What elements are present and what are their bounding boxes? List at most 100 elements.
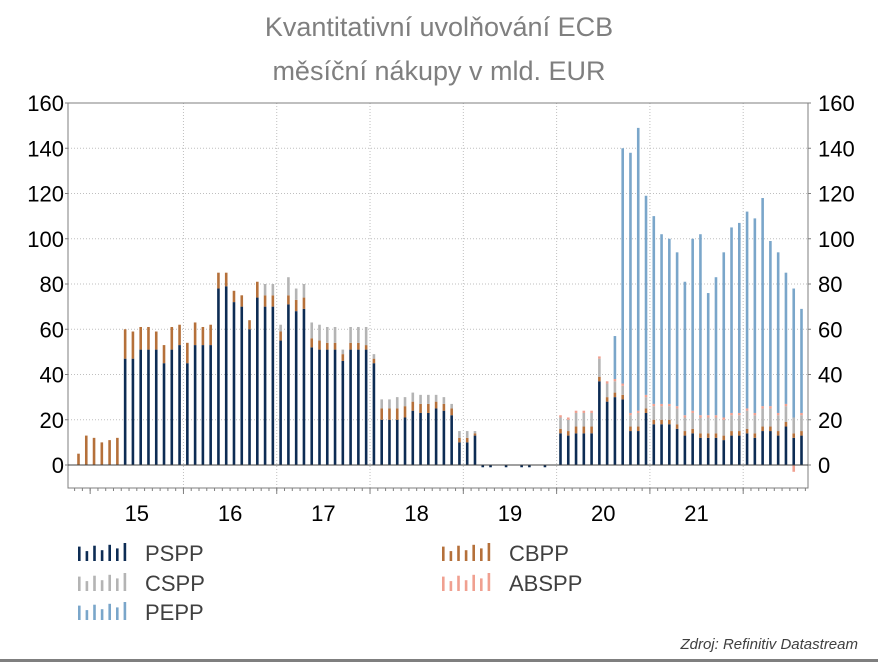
bar-pspp <box>131 358 135 465</box>
bar-cbpp <box>139 326 142 350</box>
bar-pspp <box>139 349 142 465</box>
bar-cbpp <box>256 281 259 298</box>
bar-cbpp <box>77 453 80 465</box>
bar-cbpp <box>683 431 687 436</box>
bar-pepp <box>722 252 726 418</box>
bar-cspp <box>559 417 562 429</box>
y-tick-label-right: 60 <box>818 317 842 342</box>
bar-pspp <box>263 306 267 465</box>
bar-cspp <box>699 417 702 434</box>
bar-abspp <box>730 412 733 416</box>
bar-pspp <box>528 465 531 468</box>
bar-pspp <box>325 349 329 465</box>
bar-cbpp <box>590 426 593 434</box>
bar-abspp <box>769 406 772 409</box>
bar-abspp <box>745 408 749 411</box>
bar-cspp <box>271 284 275 296</box>
bar-pspp <box>411 410 415 465</box>
legend-swatch-bar <box>108 544 111 561</box>
bar-pspp <box>473 435 477 465</box>
bar-cbpp <box>434 401 438 409</box>
chart-title: Kvantitativní uvolňování ECB <box>265 12 613 42</box>
bar-cspp <box>605 383 609 398</box>
bar-pspp <box>738 435 741 465</box>
bar-pspp <box>489 465 492 468</box>
bar-pspp <box>240 306 244 465</box>
bar-cbpp <box>427 403 430 413</box>
bar-abspp <box>629 412 632 416</box>
bar-pspp <box>450 415 453 465</box>
bar-cbpp <box>364 345 368 350</box>
bar-cspp <box>318 324 321 341</box>
bar-pspp <box>769 431 772 465</box>
bar-abspp <box>714 415 718 418</box>
bar-cbpp <box>131 331 135 359</box>
bar-cbpp <box>380 408 383 420</box>
legend-swatch-bar <box>100 580 104 591</box>
bar-cbpp <box>582 426 586 434</box>
bar-cspp <box>310 322 314 339</box>
bar-abspp <box>652 403 656 407</box>
bar-series <box>77 127 803 472</box>
bar-abspp <box>668 403 671 407</box>
legend-swatch-bar <box>108 603 111 620</box>
bar-cbpp <box>761 426 764 432</box>
bar-cbpp <box>162 345 166 364</box>
bar-cspp <box>784 406 788 423</box>
bar-pspp <box>800 435 803 465</box>
bar-cspp <box>800 415 803 432</box>
bar-pspp <box>419 412 422 465</box>
bar-cbpp <box>147 326 150 350</box>
y-tick-label-left: 120 <box>27 182 64 207</box>
bar-pepp <box>660 234 663 404</box>
bar-cbpp <box>473 433 477 436</box>
bar-cspp <box>357 326 360 343</box>
legend-swatch-bar <box>93 575 96 591</box>
x-tick-label: 21 <box>684 501 708 526</box>
y-tick-label-right: 100 <box>818 227 855 252</box>
bar-pspp <box>644 412 648 465</box>
bar-cbpp <box>769 426 772 432</box>
bar-cbpp <box>240 295 244 307</box>
bar-cspp <box>325 326 329 343</box>
legend-swatch-bar <box>449 581 453 591</box>
bar-cbpp <box>699 433 702 438</box>
legend-swatch-bar <box>442 546 445 561</box>
bar-cspp <box>722 419 726 436</box>
bar-cspp <box>753 415 757 434</box>
bar-pepp <box>714 277 718 416</box>
bar-cbpp <box>341 354 345 361</box>
legend-item-cbpp: CBPP <box>442 541 569 566</box>
chart-subtitle: měsíční nákupy v mld. EUR <box>272 56 605 86</box>
bar-cspp <box>706 417 710 434</box>
legend-swatch-bar <box>457 575 460 591</box>
bar-pspp <box>745 433 749 465</box>
legend-swatch-bar <box>100 609 104 620</box>
bar-pspp <box>256 297 259 465</box>
bar-cbpp <box>714 433 718 438</box>
bar-cbpp <box>629 426 632 432</box>
bottom-rule <box>0 659 878 662</box>
bar-abspp <box>582 410 586 413</box>
bar-cbpp <box>209 324 212 346</box>
bar-pspp <box>123 358 127 465</box>
bar-pspp <box>310 347 314 465</box>
legend-swatch-bar <box>100 550 104 561</box>
y-tick-label-right: 140 <box>818 136 855 161</box>
bar-abspp <box>590 410 593 413</box>
bar-pspp <box>706 437 710 465</box>
bar-pspp <box>357 349 360 465</box>
bar-pspp <box>178 345 181 465</box>
bar-cbpp <box>660 419 663 425</box>
bar-pepp <box>636 127 640 411</box>
bar-abspp <box>621 383 624 386</box>
bar-cbpp <box>193 322 197 346</box>
bar-pepp <box>691 238 694 411</box>
source-note: Zdroj: Refinitiv Datastream <box>679 636 858 653</box>
bar-cspp <box>769 408 772 427</box>
legend-swatch-bar <box>116 578 119 591</box>
bar-cspp <box>294 288 298 300</box>
bar-pepp <box>730 227 733 413</box>
bar-cbpp <box>178 324 181 346</box>
bar-abspp <box>559 415 562 418</box>
